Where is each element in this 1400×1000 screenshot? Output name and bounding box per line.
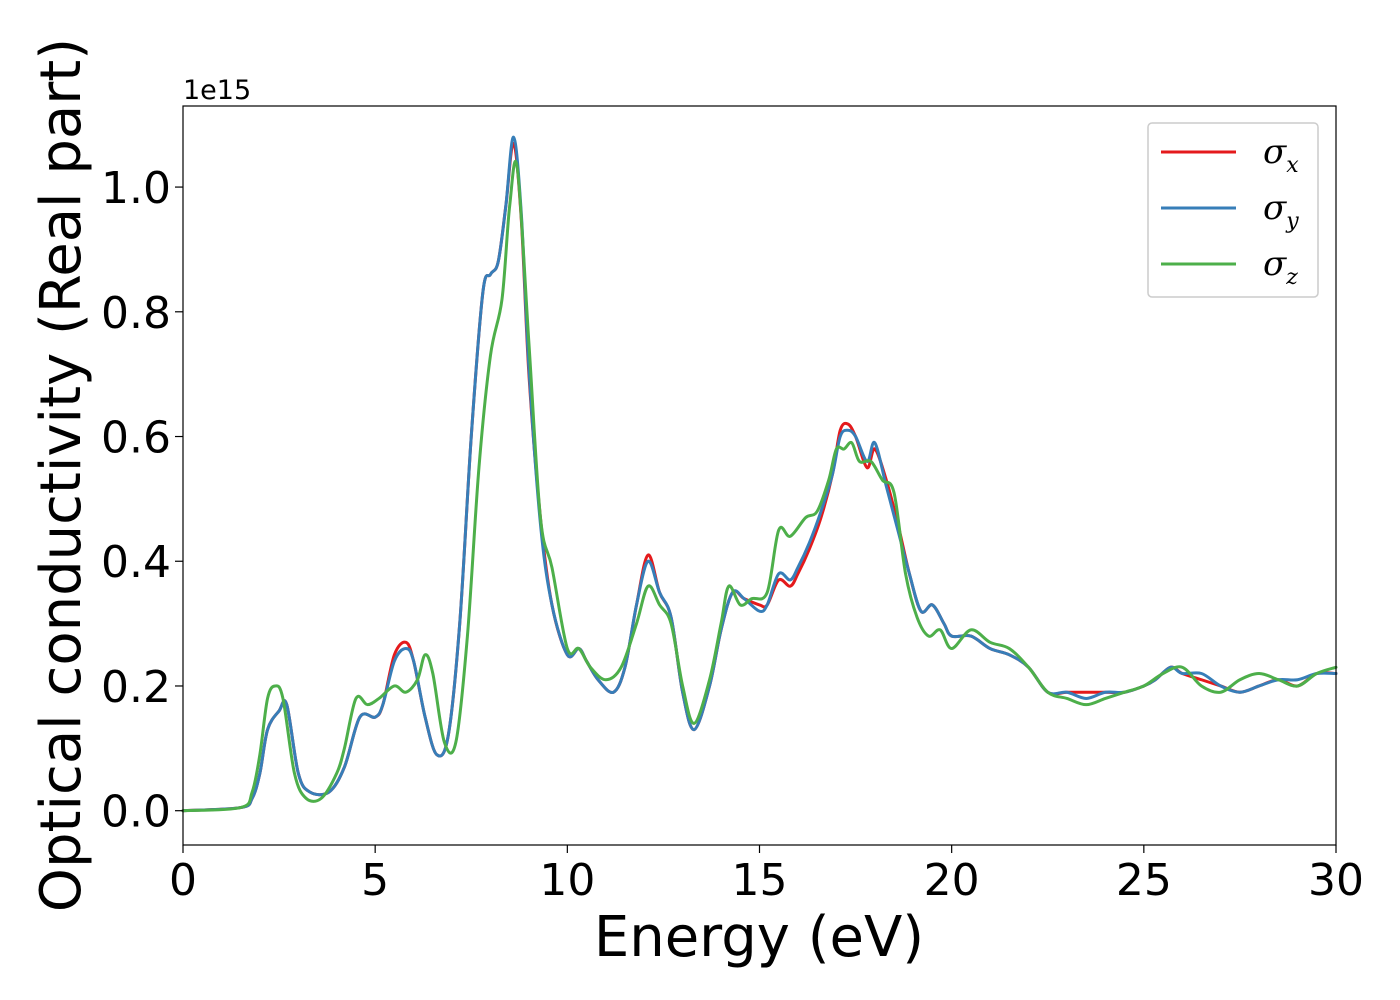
x-tick-label: 30 [1308,855,1364,906]
y-tick-label: 1.0 [101,163,171,214]
series-line-y [181,135,1338,813]
x-axis-title: Energy (eV) [594,905,924,970]
y-tick-label: 0.2 [101,662,171,713]
y-offset-label: 1e15 [183,75,251,106]
legend-label-z: σz [1263,244,1298,290]
plot-background [183,106,1336,845]
legend-label-x: σx [1263,132,1299,178]
y-axis-title: Optical conductivity (Real part) [29,38,94,912]
x-tick-label: 10 [539,855,595,906]
x-tick-label: 5 [361,855,389,906]
y-tick-label: 0.4 [101,537,171,588]
legend-box [1147,122,1319,298]
x-tick-label: 0 [169,855,197,906]
x-tick-label: 20 [924,855,980,906]
legend-label-y: σy [1263,188,1299,234]
x-tick-label: 25 [1116,855,1172,906]
legend: σx σy σz [1147,122,1319,298]
y-axis: 0.0 0.2 0.4 0.6 0.8 1.0 [101,163,183,838]
y-tick-label: 0.8 [101,288,171,339]
y-tick-label: 0.0 [101,787,171,838]
x-tick-label: 15 [732,855,788,906]
x-axis: 0 5 10 15 20 25 30 [169,845,1364,906]
series-line-z [181,159,1338,813]
y-tick-label: 0.6 [101,413,171,464]
series-layer [181,135,1338,813]
